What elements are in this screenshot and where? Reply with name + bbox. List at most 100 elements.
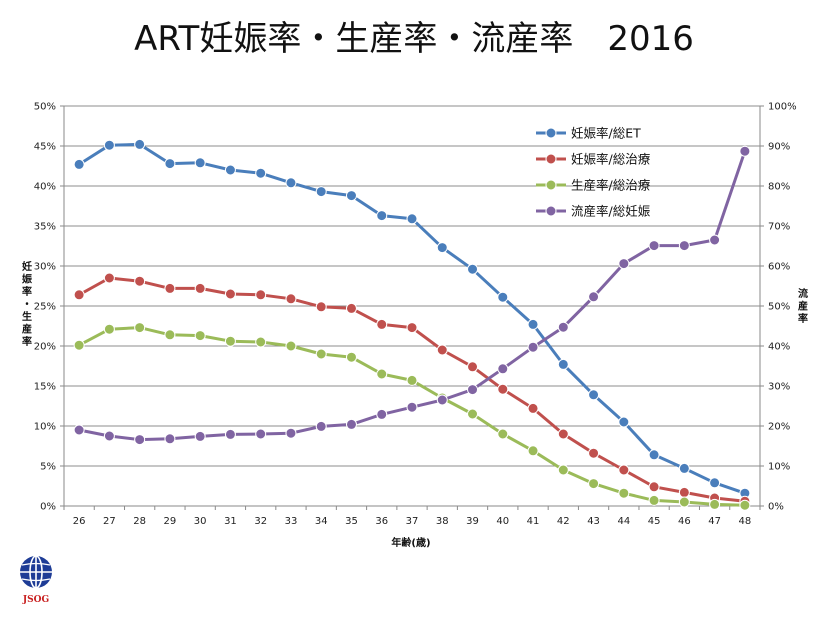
data-point [678, 240, 690, 252]
data-point [255, 428, 267, 440]
data-point [467, 384, 479, 396]
y-right-tick-label: 10% [768, 462, 790, 473]
x-tick-label: 45 [648, 516, 661, 527]
x-tick-label: 31 [224, 516, 237, 527]
data-point [709, 234, 721, 246]
y-left-label-char: ・ [22, 300, 32, 311]
data-point [376, 210, 388, 222]
legend-label: 妊娠率/総治療 [571, 152, 651, 167]
data-point [406, 322, 418, 334]
y-left-label-char: 率 [22, 285, 32, 298]
x-tick-label: 41 [527, 516, 540, 527]
data-point [406, 401, 418, 413]
data-point [103, 272, 115, 284]
y-left-label-char: 生 [22, 310, 32, 323]
x-tick-label: 40 [496, 516, 509, 527]
data-point [709, 498, 721, 510]
data-point [134, 322, 146, 334]
x-tick-label: 39 [466, 516, 479, 527]
data-point [467, 408, 479, 420]
x-axis-label: 年齢(歳) [391, 536, 430, 549]
y-left-tick-label: 10% [34, 422, 56, 433]
x-tick-label: 42 [557, 516, 570, 527]
data-point [406, 374, 418, 386]
y-left-tick-label: 35% [34, 222, 56, 233]
data-point [527, 445, 539, 457]
data-point [285, 177, 297, 189]
data-point [255, 336, 267, 348]
x-tick-label: 30 [194, 516, 207, 527]
x-tick-label: 26 [73, 516, 86, 527]
data-point [224, 288, 236, 300]
data-point [73, 339, 85, 351]
data-point [134, 275, 146, 287]
x-tick-label: 36 [375, 516, 388, 527]
y-left-tick-label: 15% [34, 382, 56, 393]
data-point [709, 477, 721, 489]
data-point [194, 282, 206, 294]
data-point [678, 462, 690, 474]
legend-label: 妊娠率/総ET [571, 126, 641, 141]
data-point [739, 145, 751, 157]
y-left-tick-label: 20% [34, 342, 56, 353]
legend-swatch-marker [545, 153, 557, 165]
gridlines [64, 105, 760, 507]
series-0 [73, 138, 751, 499]
data-point [678, 496, 690, 508]
x-tick-label: 46 [678, 516, 691, 527]
series-1 [73, 272, 751, 507]
y-right-tick-label: 90% [768, 142, 790, 153]
data-point [285, 427, 297, 439]
data-point [618, 487, 630, 499]
data-point [224, 164, 236, 176]
legend-swatch-marker [545, 179, 557, 191]
series-layer [73, 138, 751, 511]
data-point [527, 318, 539, 330]
data-point [497, 428, 509, 440]
data-point [739, 499, 751, 511]
x-tick-label: 34 [315, 516, 328, 527]
data-point [557, 321, 569, 333]
y-right-label-char: 率 [798, 312, 808, 325]
x-tick-label: 33 [285, 516, 298, 527]
y-right-tick-label: 20% [768, 422, 790, 433]
data-point [164, 433, 176, 445]
y-right-label-char: 産 [798, 300, 808, 313]
data-point [648, 240, 660, 252]
y-right-tick-label: 100% [768, 102, 797, 113]
data-point [497, 383, 509, 395]
legend-label: 生産率/総治療 [571, 178, 651, 193]
logo-globe-parallel [21, 562, 51, 582]
y-left-tick-label: 30% [34, 262, 56, 273]
series-3 [73, 145, 751, 446]
x-tick-label: 32 [254, 516, 267, 527]
data-point [164, 158, 176, 170]
data-point [588, 447, 600, 459]
data-point [436, 394, 448, 406]
data-point [285, 340, 297, 352]
data-point [648, 494, 660, 506]
y-left-label-char: 妊 [22, 260, 32, 273]
data-point [345, 418, 357, 430]
y-left-label-char: 率 [22, 335, 32, 348]
data-point [648, 449, 660, 461]
series-2 [73, 322, 751, 511]
data-point [345, 190, 357, 202]
data-point [588, 389, 600, 401]
data-point [103, 139, 115, 151]
x-tick-label: 28 [133, 516, 146, 527]
jsog-logo: JSOG [20, 555, 52, 605]
y-left-tick-label: 45% [34, 142, 56, 153]
chart-title: ART妊娠率・生産率・流産率 2016 [134, 19, 694, 59]
data-point [618, 464, 630, 476]
data-point [557, 464, 569, 476]
axes: 0% 0% 5% 10% 10% 20% 15% 30% 20% 40% 25% 50% 30% 60% 3… [34, 102, 797, 528]
data-point [588, 478, 600, 490]
data-point [164, 329, 176, 341]
data-point [285, 293, 297, 305]
y-axis-label-right: 流産率 [798, 287, 808, 325]
y-left-label-char: 産 [22, 323, 32, 336]
data-point [103, 430, 115, 442]
